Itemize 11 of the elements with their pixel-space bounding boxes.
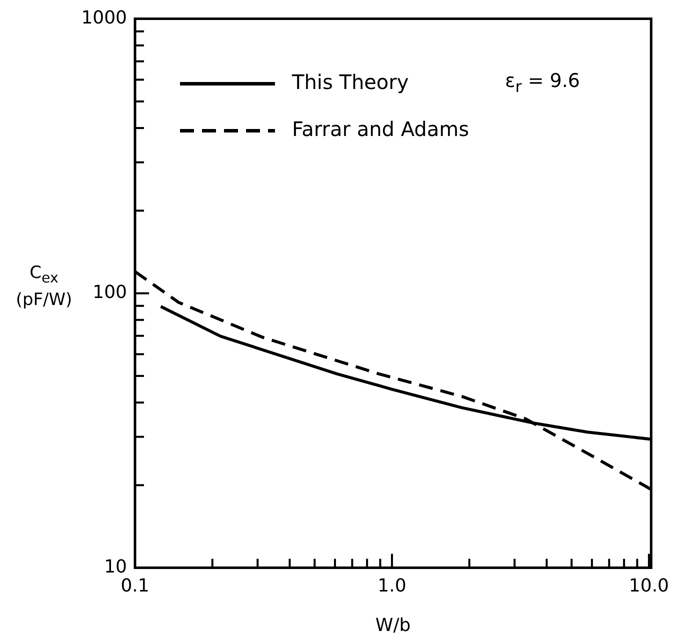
y-tick-label: 100 bbox=[92, 282, 127, 303]
x-tick-label: 0.1 bbox=[120, 575, 150, 596]
y-axis-title: C$_{ex}$ (pF/W) bbox=[14, 262, 74, 312]
legend-label: Farrar and Adams bbox=[292, 117, 470, 142]
legend-label: This Theory bbox=[291, 70, 409, 94]
y-tick-label: 1000 bbox=[81, 7, 127, 28]
y-tick-label: 10 bbox=[104, 556, 127, 578]
x-axis-title: W/b bbox=[375, 614, 411, 636]
x-tick-label: 1.0 bbox=[378, 575, 406, 596]
x-tick-label: 10.0 bbox=[628, 575, 669, 596]
annotation: ε$_{r}$ = 9.6 bbox=[505, 70, 580, 96]
